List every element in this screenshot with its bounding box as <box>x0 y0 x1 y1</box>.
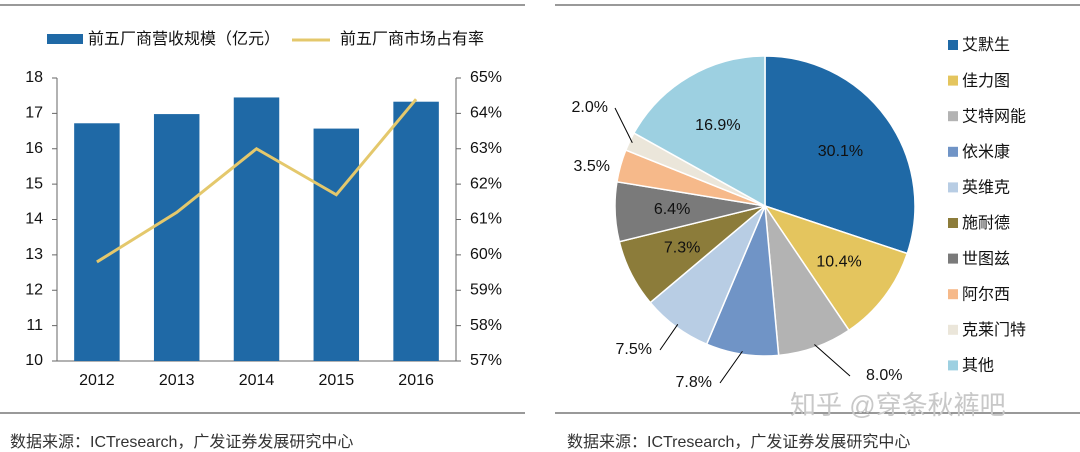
y2-tick-label: 59% <box>470 281 502 298</box>
bar <box>233 97 280 362</box>
data-label: 16.9% <box>695 117 740 134</box>
data-label: 7.8% <box>676 374 712 391</box>
x-tick-label: 2013 <box>159 372 195 389</box>
source-note: 数据来源：ICTresearch，广发证券发展研究中心 <box>10 433 353 451</box>
leader-line <box>614 107 633 143</box>
bar <box>153 114 200 362</box>
legend-swatch <box>948 218 958 228</box>
legend-label: 佳力图 <box>962 72 1010 90</box>
y-tick-label: 13 <box>25 246 43 263</box>
leader-line <box>814 344 851 377</box>
legend-label: 其他 <box>962 357 994 375</box>
legend-label: 前五厂商市场占有率 <box>340 30 484 48</box>
y2-tick-label: 61% <box>470 211 502 228</box>
data-label: 8.0% <box>866 367 902 384</box>
data-label: 6.4% <box>654 201 690 218</box>
bar <box>313 128 360 361</box>
legend-label: 艾特网能 <box>962 107 1026 125</box>
y-tick-label: 18 <box>25 69 43 86</box>
legend-label: 世图兹 <box>962 250 1010 268</box>
x-tick-label: 2015 <box>319 372 355 389</box>
legend-label: 依米康 <box>962 143 1010 161</box>
legend-swatch <box>948 75 958 86</box>
legend-label: 艾默生 <box>962 36 1010 54</box>
y2-tick-label: 64% <box>470 105 502 122</box>
line-series <box>96 98 418 264</box>
source-note: 数据来源：ICTresearch，广发证券发展研究中心 <box>567 433 910 451</box>
legend-swatch <box>948 253 958 264</box>
legend-swatch <box>948 360 958 371</box>
pie-slice <box>763 204 909 332</box>
pie-slice <box>764 55 916 255</box>
data-label: 7.5% <box>616 341 652 358</box>
legend-swatch <box>948 146 958 157</box>
y-tick-label: 15 <box>25 175 43 192</box>
x-tick-label: 2012 <box>79 372 115 389</box>
legend-swatch <box>948 111 958 122</box>
y2-tick-label: 65% <box>470 69 502 86</box>
data-label: 3.5% <box>574 158 610 175</box>
legend-label: 英维克 <box>962 179 1010 197</box>
legend-swatch <box>948 182 958 193</box>
data-label: 2.0% <box>572 99 608 116</box>
x-tick-label: 2016 <box>398 372 434 389</box>
legend-swatch <box>47 34 83 44</box>
legend-swatch <box>948 324 958 335</box>
y2-tick-label: 58% <box>470 317 502 334</box>
legend-swatch <box>948 40 958 50</box>
y2-tick-label: 60% <box>470 246 502 263</box>
legend-label: 施耐德 <box>962 214 1010 232</box>
legend-label: 阿尔西 <box>962 285 1010 303</box>
legend-label: 克莱门特 <box>962 321 1026 339</box>
y-tick-label: 16 <box>25 140 43 157</box>
y-tick-label: 17 <box>25 105 43 122</box>
y-tick-label: 14 <box>25 211 43 228</box>
legend-swatch <box>948 289 958 300</box>
y2-tick-label: 57% <box>470 352 502 369</box>
bar <box>74 123 120 361</box>
y2-tick-label: 63% <box>470 140 502 157</box>
watermark: 知乎 @穿条秋裤吧 <box>790 390 1006 420</box>
y-tick-label: 10 <box>25 352 43 369</box>
data-label: 7.3% <box>664 239 700 256</box>
x-tick-label: 2014 <box>239 372 275 389</box>
pie-slice <box>632 55 766 208</box>
bar <box>393 101 439 362</box>
data-label: 10.4% <box>816 253 861 270</box>
data-label: 30.1% <box>818 143 863 160</box>
leader-line <box>719 350 743 384</box>
leader-line <box>659 324 679 351</box>
y2-tick-label: 62% <box>470 175 502 192</box>
y-tick-label: 12 <box>25 281 43 298</box>
legend-label: 前五厂商营收规模（亿元） <box>88 30 280 48</box>
y-tick-label: 11 <box>26 317 43 334</box>
